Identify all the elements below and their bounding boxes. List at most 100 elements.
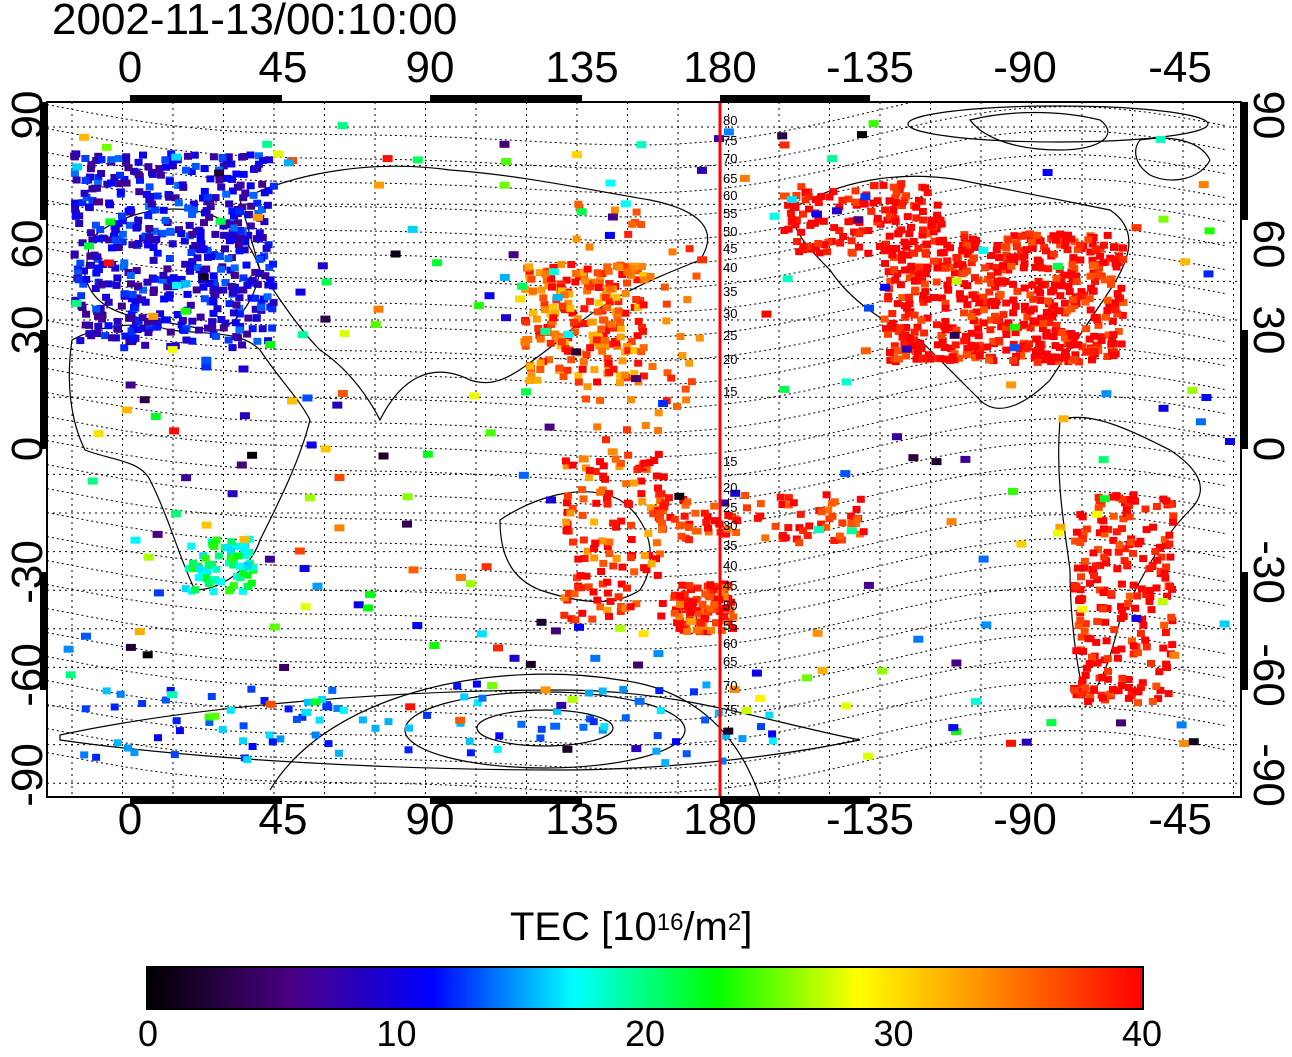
europe-tec-cell — [78, 239, 87, 247]
australia-tec-cell — [720, 593, 729, 601]
australia-tec-cell — [852, 505, 861, 513]
australia-tec-cell — [824, 506, 833, 514]
europe-tec-cell — [229, 224, 238, 232]
australia-tec-cell — [599, 559, 608, 567]
lon-top-label: 135 — [545, 43, 619, 92]
south-america-tec-cell — [1078, 676, 1087, 684]
north-america-tec-cell — [1061, 241, 1070, 249]
east-asia-tec-cell — [529, 287, 537, 295]
antarctica-tec-cell — [765, 711, 774, 719]
europe-tec-cell — [224, 255, 233, 263]
east-asia-tec-cell — [590, 366, 599, 374]
north-america-tec-cell — [912, 355, 921, 363]
north-america-tec-cell — [914, 244, 923, 252]
north-america-tec-cell — [1078, 343, 1087, 351]
east-asia-tec-cell — [549, 304, 558, 311]
north-america-tec-cell — [884, 268, 893, 276]
east-asia-tec-cell — [541, 306, 549, 314]
australia-tec-cell — [654, 450, 663, 458]
europe-tec-cell — [120, 344, 129, 352]
south-america-tec-cell — [1098, 694, 1107, 702]
north-america-tec-cell — [941, 318, 950, 325]
australia-tec-cell — [653, 571, 662, 579]
scattered-tec-cell — [893, 355, 904, 363]
australia-tec-cell — [603, 543, 612, 550]
north-america-tec-cell — [892, 189, 901, 197]
north-america-tec-cell — [797, 183, 806, 191]
north-america-tec-cell — [904, 251, 913, 259]
east-asia-tec-cell — [549, 263, 558, 271]
scattered-tec-cell — [171, 510, 181, 518]
east-asia-tec-cell — [549, 314, 558, 322]
north-america-tec-cell — [1113, 310, 1122, 318]
europe-tec-cell — [152, 235, 161, 243]
north-america-tec-cell — [1107, 340, 1116, 348]
north-america-tec-cell — [1090, 314, 1099, 322]
scattered-tec-cell — [72, 163, 83, 171]
scattered-tec-cell — [741, 707, 752, 714]
north-america-tec-cell — [903, 304, 911, 312]
north-america-tec-cell — [937, 220, 946, 228]
south-america-tec-cell — [1103, 548, 1112, 556]
australia-tec-cell — [720, 617, 729, 625]
europe-tec-cell — [151, 206, 160, 214]
europe-tec-cell — [200, 165, 209, 172]
east-asia-tec-cell — [603, 263, 612, 271]
scattered-tec-cell — [779, 385, 790, 393]
north-america-tec-cell — [786, 209, 795, 217]
north-america-tec-cell — [921, 270, 930, 278]
scattered-tec-cell — [334, 474, 345, 482]
europe-tec-cell — [82, 310, 91, 318]
australia-tec-cell — [630, 568, 639, 576]
north-america-tec-cell — [944, 286, 953, 294]
europe-tec-cell — [211, 291, 220, 299]
north-america-tec-cell — [951, 341, 960, 349]
east-asia-tec-cell — [563, 347, 572, 355]
east-asia-tec-cell — [578, 365, 587, 373]
scattered-tec-cell — [1116, 719, 1126, 727]
australia-tec-cell — [830, 537, 839, 544]
north-america-tec-cell — [1074, 293, 1083, 301]
europe-tec-cell — [200, 295, 209, 303]
east-asia-tec-cell — [603, 354, 612, 362]
africa-tec-cell — [225, 559, 233, 567]
south-america-tec-cell — [1153, 556, 1161, 564]
europe-tec-cell — [199, 194, 207, 202]
north-america-tec-cell — [879, 181, 888, 189]
europe-tec-cell — [213, 305, 222, 313]
europe-tec-cell — [152, 323, 161, 331]
meridian-latitude-labels: 8075706560555045403530252015152025303540… — [723, 113, 737, 717]
east-asia-tec-cell — [654, 409, 663, 417]
europe-tec-cell — [150, 227, 159, 235]
scattered-tec-cell — [412, 622, 423, 629]
north-america-tec-cell — [1062, 352, 1070, 360]
north-america-tec-cell — [799, 210, 807, 218]
frame-ticks — [40, 95, 1248, 804]
north-america-tec-cell — [921, 288, 930, 296]
australia-tec-cell — [741, 492, 750, 499]
australia-tec-cell — [847, 520, 856, 528]
north-america-tec-cell — [1087, 284, 1096, 292]
east-asia-tec-cell — [568, 309, 577, 317]
south-america-tec-cell — [1149, 523, 1158, 531]
north-america-tec-cell — [897, 226, 906, 234]
africa-tec-cell — [217, 578, 226, 586]
europe-tec-cell — [134, 216, 143, 224]
north-america-tec-cell — [1049, 250, 1058, 258]
scattered-tec-cell — [863, 581, 874, 589]
north-america-tec-cell — [935, 238, 944, 246]
scattered-tec-cell — [239, 412, 250, 420]
north-america-tec-cell — [1044, 265, 1053, 273]
australia-tec-cell — [732, 529, 741, 536]
australia-tec-cell — [835, 532, 844, 540]
africa-tec-cell — [226, 547, 235, 555]
africa-tec-cell — [187, 542, 196, 550]
australia-tec-cell — [562, 462, 571, 470]
scattered-tec-cell — [751, 669, 762, 677]
scattered-tec-cell — [880, 283, 891, 291]
europe-tec-cell — [132, 267, 141, 275]
north-america-tec-cell — [873, 197, 882, 205]
south-america-tec-cell — [1076, 586, 1085, 594]
europe-tec-cell — [166, 227, 175, 235]
europe-tec-cell — [113, 274, 122, 282]
